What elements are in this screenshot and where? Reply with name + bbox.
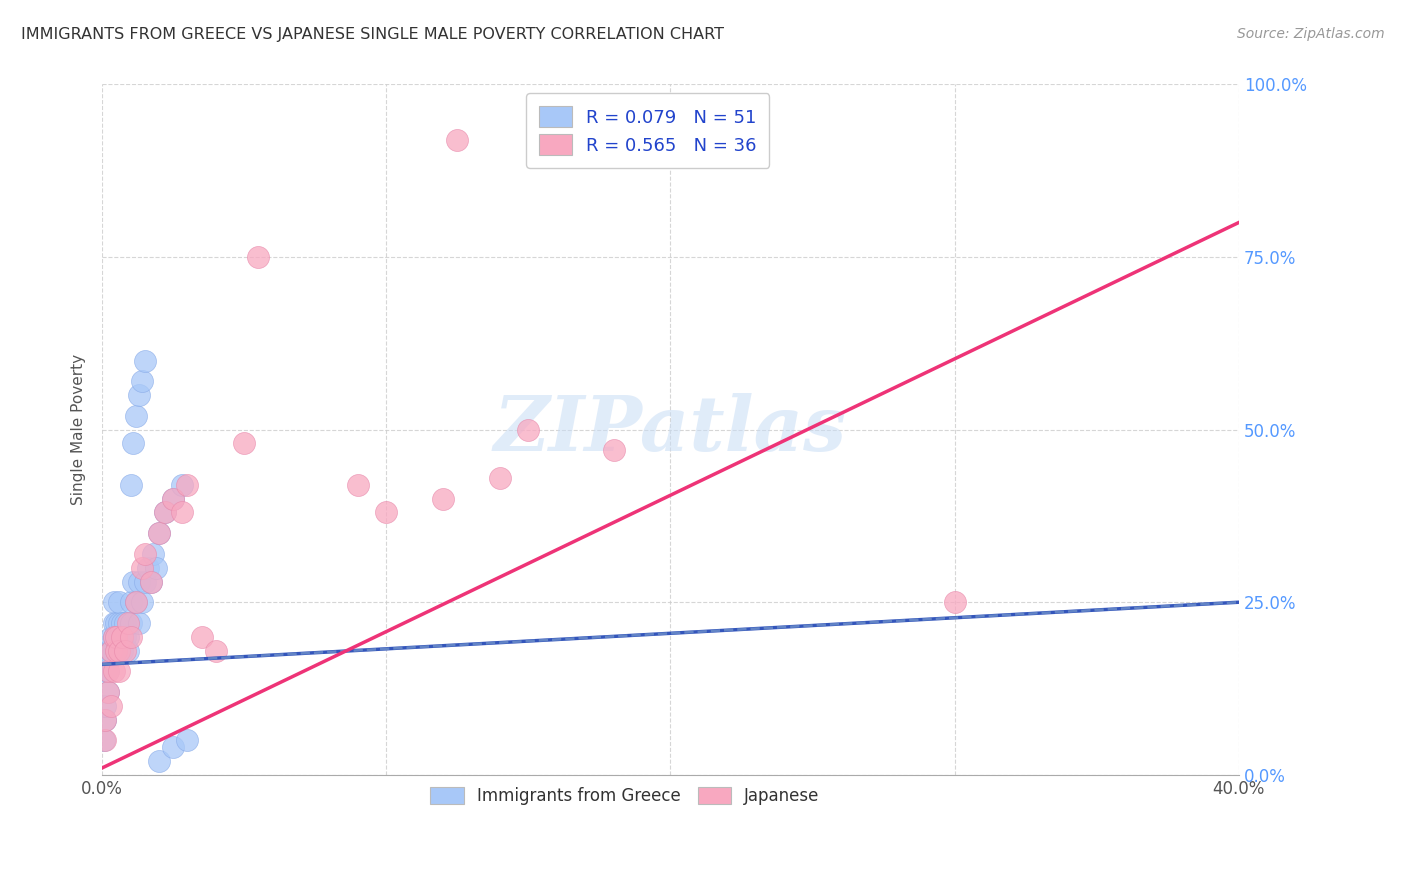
Point: [114, 630, 136, 644]
Point: [100, 630, 122, 644]
Point: [94, 698, 117, 713]
Point: [145, 560, 167, 574]
Point: [134, 547, 156, 561]
Point: [111, 643, 134, 657]
Point: [93, 733, 115, 747]
Point: [114, 643, 136, 657]
Point: [105, 630, 128, 644]
Point: [139, 574, 162, 589]
Point: [131, 560, 153, 574]
Point: [446, 133, 468, 147]
Point: [111, 630, 134, 644]
Point: [153, 506, 176, 520]
Point: [108, 643, 131, 657]
Point: [111, 630, 134, 644]
Point: [103, 595, 125, 609]
Point: [602, 443, 624, 458]
Point: [105, 615, 128, 630]
Point: [94, 665, 117, 679]
Point: [131, 595, 153, 609]
Text: Source: ZipAtlas.com: Source: ZipAtlas.com: [1237, 27, 1385, 41]
Point: [103, 630, 125, 644]
Point: [105, 630, 128, 644]
Point: [517, 423, 540, 437]
Point: [162, 740, 184, 755]
Point: [117, 615, 139, 630]
Point: [120, 630, 142, 644]
Point: [128, 574, 150, 589]
Point: [120, 595, 142, 609]
Point: [128, 388, 150, 402]
Point: [943, 595, 966, 609]
Point: [117, 643, 139, 657]
Point: [136, 560, 159, 574]
Point: [170, 478, 193, 492]
Point: [190, 630, 212, 644]
Point: [125, 409, 148, 423]
Text: IMMIGRANTS FROM GREECE VS JAPANESE SINGLE MALE POVERTY CORRELATION CHART: IMMIGRANTS FROM GREECE VS JAPANESE SINGL…: [21, 27, 724, 42]
Point: [103, 630, 125, 644]
Point: [97, 665, 120, 679]
Point: [375, 506, 398, 520]
Point: [105, 643, 128, 657]
Text: ZIPatlas: ZIPatlas: [494, 392, 846, 467]
Point: [153, 506, 176, 520]
Point: [108, 665, 131, 679]
Point: [117, 630, 139, 644]
Point: [111, 615, 134, 630]
Point: [97, 665, 120, 679]
Point: [103, 615, 125, 630]
Point: [233, 436, 256, 450]
Point: [489, 471, 512, 485]
Point: [94, 713, 117, 727]
Point: [134, 353, 156, 368]
Point: [162, 491, 184, 506]
Point: [122, 574, 145, 589]
Point: [100, 698, 122, 713]
Point: [94, 733, 117, 747]
Point: [108, 630, 131, 644]
Point: [100, 643, 122, 657]
Point: [205, 643, 228, 657]
Point: [588, 133, 610, 147]
Point: [139, 574, 162, 589]
Point: [114, 615, 136, 630]
Point: [131, 374, 153, 388]
Point: [120, 478, 142, 492]
Point: [97, 685, 120, 699]
Legend: Immigrants from Greece, Japanese: Immigrants from Greece, Japanese: [420, 777, 830, 814]
Point: [176, 733, 198, 747]
Point: [100, 643, 122, 657]
Point: [347, 478, 370, 492]
Point: [122, 436, 145, 450]
Point: [108, 595, 131, 609]
Point: [103, 665, 125, 679]
Point: [125, 595, 148, 609]
Point: [97, 685, 120, 699]
Point: [142, 547, 165, 561]
Point: [120, 615, 142, 630]
Point: [94, 713, 117, 727]
Point: [128, 615, 150, 630]
Point: [134, 574, 156, 589]
Point: [432, 491, 454, 506]
Point: [162, 491, 184, 506]
Point: [176, 478, 198, 492]
Y-axis label: Single Male Poverty: Single Male Poverty: [72, 354, 86, 505]
Point: [100, 650, 122, 665]
Point: [108, 615, 131, 630]
Point: [170, 506, 193, 520]
Point: [247, 250, 270, 264]
Point: [105, 643, 128, 657]
Point: [148, 526, 170, 541]
Point: [148, 526, 170, 541]
Point: [125, 595, 148, 609]
Point: [148, 754, 170, 768]
Point: [97, 643, 120, 657]
